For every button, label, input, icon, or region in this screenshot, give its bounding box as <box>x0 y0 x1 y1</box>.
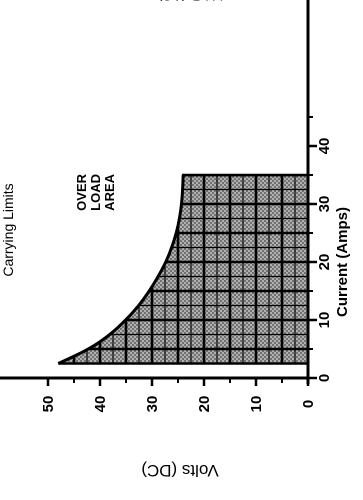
title-group: Carrying Limits <box>0 183 16 276</box>
volts-tick-label: 0 <box>300 400 317 408</box>
current-tick-label-group: 0 <box>316 374 333 382</box>
series-line <box>57 174 185 365</box>
axis-layer <box>0 0 317 386</box>
overload-annotation: OVER LOAD AREA <box>74 173 117 210</box>
volts-tick-label-group: 0 <box>300 400 317 408</box>
volts-tick-label: 20 <box>196 396 213 413</box>
volts-tick-label: 30 <box>144 396 161 413</box>
ylabel-group: Volts (DC) <box>141 461 218 480</box>
current-tick-label-group: 10 <box>316 312 333 329</box>
volts-tick-label-group: 40 <box>92 396 109 413</box>
chart-subtitle: V-I-R (AC) <box>158 0 223 4</box>
volts-tick-label: 40 <box>92 396 109 413</box>
volts-tick-label-group: 20 <box>196 396 213 413</box>
safe-area-fill <box>58 175 309 364</box>
x-axis-title: Current (Amps) <box>334 207 351 317</box>
current-tick-label: 30 <box>316 196 333 213</box>
overload-annotation-line: AREA <box>102 173 117 210</box>
current-tick-label-group: 40 <box>316 138 333 155</box>
current-tick-label-group: 20 <box>316 254 333 271</box>
volts-tick-label: 50 <box>40 396 57 413</box>
volts-tick-label-group: 10 <box>248 396 265 413</box>
current-tick-label: 40 <box>316 138 333 155</box>
chart-title: Carrying Limits <box>0 183 16 276</box>
current-tick-label: 20 <box>316 254 333 271</box>
xlabel-group: Current (Amps) <box>334 207 351 317</box>
current-tick-label: 0 <box>316 374 333 382</box>
subtitle-group: V-I-R (AC) <box>158 0 223 4</box>
volts-tick-label-group: 30 <box>144 396 161 413</box>
label-layer: 0 10 20 30 40 0 10 20 30 40 50 Current (Amps) Volts … <box>0 0 351 480</box>
volts-tick-label-group: 50 <box>40 396 57 413</box>
current-tick-label-group: 30 <box>316 196 333 213</box>
overload-annotation-line: LOAD <box>88 174 103 211</box>
y-axis-title: Volts (DC) <box>141 461 218 480</box>
current-tick-label: 10 <box>316 312 333 329</box>
volts-tick-label: 10 <box>248 396 265 413</box>
overload-annotation-line: OVER <box>74 173 89 210</box>
